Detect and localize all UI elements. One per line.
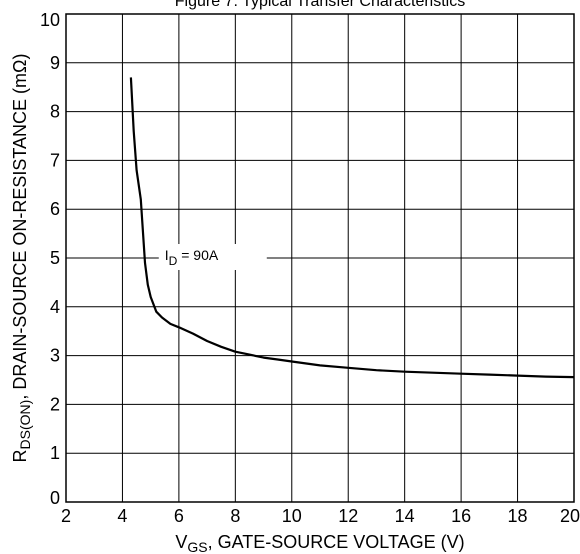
grid — [65, 13, 575, 503]
y-tick-label: 6 — [50, 199, 60, 219]
y-tick-label: 3 — [50, 346, 60, 366]
y-axis-label: RDS(ON), DRAIN-SOURCE ON-RESISTANCE (mΩ) — [10, 54, 33, 463]
x-tick-label: 20 — [560, 506, 580, 526]
x-tick-label: 8 — [230, 506, 240, 526]
y-tick-label: 2 — [50, 394, 60, 414]
x-tick-label: 4 — [117, 506, 127, 526]
y-tick-label: 9 — [50, 53, 60, 73]
x-tick-label: 12 — [338, 506, 358, 526]
series-line — [129, 77, 575, 379]
y-tick-label: 0 — [50, 488, 60, 508]
y-tick-label: 8 — [50, 102, 60, 122]
y-tick-label: 7 — [50, 150, 60, 170]
x-tick-label: 10 — [282, 506, 302, 526]
y-tick-label: 4 — [50, 297, 60, 317]
chart-title: Figure 7. Typical Transfer Characteristi… — [175, 0, 465, 10]
x-tick-label: 16 — [451, 506, 471, 526]
annotation-background — [158, 244, 267, 270]
x-axis-label-main: V — [175, 532, 187, 552]
annotation-sub: D — [169, 254, 178, 268]
x-axis-label-sub: GS — [187, 539, 207, 554]
x-axis-label-rest: , GATE-SOURCE VOLTAGE (V) — [208, 532, 465, 552]
x-tick-label: 18 — [508, 506, 528, 526]
x-tick-label: 2 — [61, 506, 71, 526]
y-axis-label-sub: DS(ON) — [17, 400, 33, 450]
y-axis-label-rest: , DRAIN-SOURCE ON-RESISTANCE (mΩ) — [10, 54, 30, 400]
y-axis-label-main: R — [10, 449, 30, 462]
plot-frame — [65, 13, 575, 503]
annotation-label: ID = 90A — [165, 247, 219, 268]
x-tick-label: 6 — [174, 506, 184, 526]
y-tick-label: 10 — [40, 10, 60, 30]
x-tick-label: 14 — [395, 506, 415, 526]
annotation-rest: = 90A — [177, 247, 219, 263]
series-group — [129, 77, 575, 379]
y-tick-label: 1 — [50, 443, 60, 463]
annotation-main: I — [165, 247, 169, 263]
y-tick-label: 5 — [50, 248, 60, 268]
x-axis-label: VGS, GATE-SOURCE VOLTAGE (V) — [175, 532, 464, 554]
